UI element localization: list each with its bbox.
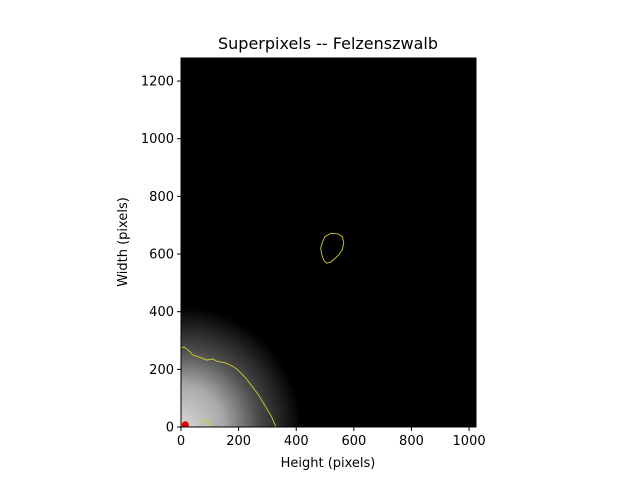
x-axis: 0 200 400 600 800 1000 xyxy=(177,427,486,449)
x-tick-label: 400 xyxy=(284,434,309,449)
y-tick-label: 200 xyxy=(149,363,174,378)
boundary-small-blob xyxy=(320,232,345,264)
x-tick-label: 600 xyxy=(341,434,366,449)
superpixel-boundaries xyxy=(181,232,345,427)
y-tick-label: 1000 xyxy=(141,132,174,147)
boundary-corner-loop xyxy=(200,419,212,427)
y-tick-label: 600 xyxy=(149,248,174,263)
marker-point xyxy=(181,421,189,427)
x-tick-label: 0 xyxy=(177,434,185,449)
y-axis: 0 200 400 600 800 1000 1200 xyxy=(141,75,181,436)
plot-frame xyxy=(180,57,477,428)
x-tick-label: 200 xyxy=(226,434,251,449)
image-area xyxy=(181,58,476,427)
y-axis-label: Width (pixels) xyxy=(116,197,131,287)
boundary-large-bright-region xyxy=(181,346,277,427)
x-tick-label: 800 xyxy=(399,434,424,449)
y-tick-label: 0 xyxy=(166,421,174,436)
chart-title: Superpixels -- Felzenszwalb xyxy=(218,34,438,53)
y-tick-label: 800 xyxy=(149,190,174,205)
markers xyxy=(181,421,189,427)
y-tick-label: 1200 xyxy=(141,75,174,90)
x-tick-label: 1000 xyxy=(453,434,486,449)
x-axis-label: Height (pixels) xyxy=(281,456,376,471)
y-tick-label: 400 xyxy=(149,305,174,320)
image-bright-corner xyxy=(181,58,476,427)
